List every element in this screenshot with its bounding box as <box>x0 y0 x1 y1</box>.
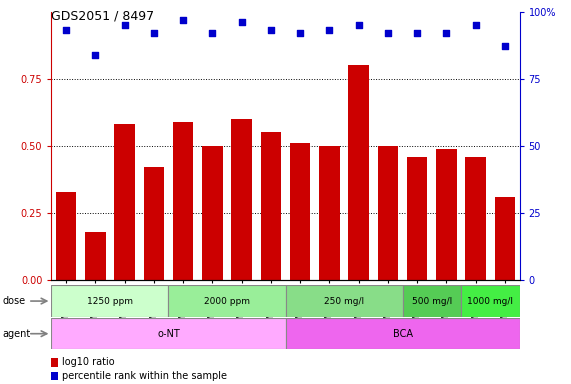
Bar <box>85 232 106 280</box>
Point <box>500 43 509 50</box>
Point <box>471 22 480 28</box>
Text: BCA: BCA <box>392 329 413 339</box>
Bar <box>286 318 520 349</box>
Text: o-NT: o-NT <box>157 329 180 339</box>
Bar <box>348 65 369 280</box>
Text: 1000 mg/l: 1000 mg/l <box>467 296 513 306</box>
Point <box>413 30 422 36</box>
Point <box>179 17 188 23</box>
Point <box>325 27 334 33</box>
Bar <box>202 146 223 280</box>
Point <box>266 27 275 33</box>
Bar <box>173 122 194 280</box>
Bar <box>231 119 252 280</box>
Bar <box>168 285 286 317</box>
Text: 250 mg/l: 250 mg/l <box>324 296 364 306</box>
Point <box>120 22 129 28</box>
Point <box>208 30 217 36</box>
Bar <box>494 197 515 280</box>
Point <box>354 22 363 28</box>
Point <box>442 30 451 36</box>
Bar <box>51 318 286 349</box>
Text: 1250 ppm: 1250 ppm <box>87 296 133 306</box>
Bar <box>286 285 403 317</box>
Text: agent: agent <box>3 329 31 339</box>
Bar <box>56 192 77 280</box>
Bar <box>403 285 461 317</box>
Point <box>237 19 246 25</box>
Bar <box>377 146 398 280</box>
Bar <box>290 143 311 280</box>
Text: 500 mg/l: 500 mg/l <box>412 296 452 306</box>
Bar <box>465 157 486 280</box>
Bar <box>51 285 168 317</box>
Text: log10 ratio: log10 ratio <box>62 358 114 367</box>
Point <box>91 51 100 58</box>
Text: dose: dose <box>3 296 26 306</box>
Bar <box>319 146 340 280</box>
Point <box>149 30 158 36</box>
Bar <box>436 149 457 280</box>
Bar <box>143 167 164 280</box>
Bar <box>407 157 428 280</box>
Bar <box>114 124 135 280</box>
Text: percentile rank within the sample: percentile rank within the sample <box>62 371 227 381</box>
Point <box>296 30 305 36</box>
Bar <box>461 285 520 317</box>
Point <box>62 27 71 33</box>
Text: GDS2051 / 8497: GDS2051 / 8497 <box>51 10 155 23</box>
Bar <box>260 132 281 280</box>
Point <box>383 30 392 36</box>
Text: 2000 ppm: 2000 ppm <box>204 296 250 306</box>
